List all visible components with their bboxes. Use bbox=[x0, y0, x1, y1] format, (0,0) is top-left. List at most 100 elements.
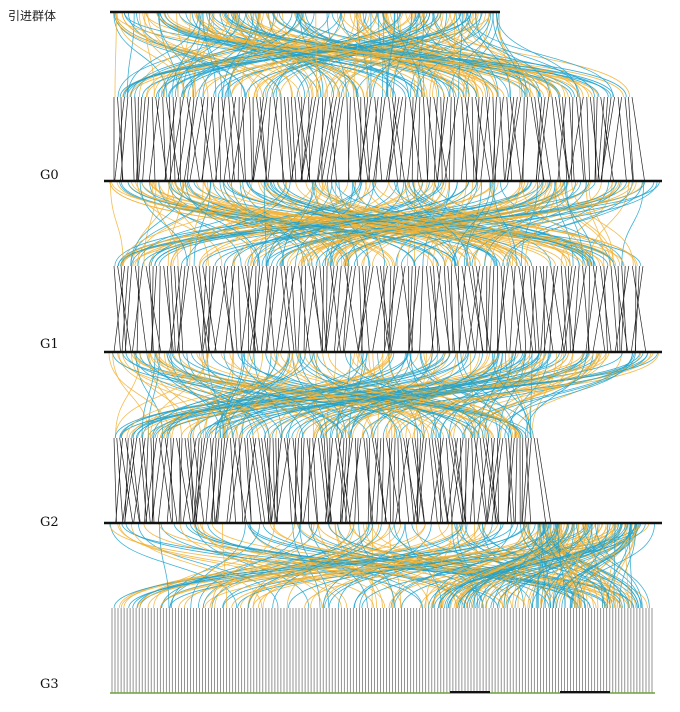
drop-line bbox=[252, 96, 264, 182]
connection-curve bbox=[136, 11, 232, 98]
drop-line bbox=[572, 265, 580, 353]
founder-label: 引进群体 bbox=[8, 9, 56, 23]
connection-curve bbox=[230, 180, 305, 267]
drop-line bbox=[407, 96, 417, 182]
connection-curve bbox=[421, 11, 538, 98]
drop-line bbox=[521, 265, 527, 353]
connection-curve bbox=[457, 522, 636, 609]
connection-curve bbox=[524, 351, 587, 439]
connection-curve bbox=[276, 180, 617, 267]
drop-line bbox=[444, 96, 459, 182]
connection-curve bbox=[486, 351, 584, 439]
drop-line bbox=[327, 437, 342, 524]
drop-line bbox=[229, 437, 243, 524]
drop-line bbox=[323, 437, 329, 524]
drop-line bbox=[399, 96, 407, 182]
drop-line bbox=[376, 265, 390, 353]
drop-line bbox=[207, 265, 211, 353]
drop-line bbox=[522, 96, 525, 182]
drop-line bbox=[411, 265, 417, 353]
connection-curve bbox=[628, 522, 633, 609]
connection-curve bbox=[202, 11, 260, 98]
drop-line bbox=[491, 437, 504, 524]
drop-line bbox=[500, 265, 508, 353]
connection-curve bbox=[303, 180, 529, 267]
drop-line bbox=[469, 437, 478, 524]
drop-line bbox=[434, 437, 449, 524]
drop-line bbox=[379, 265, 391, 353]
generation-label-g1: G1 bbox=[40, 337, 59, 352]
connection-curve bbox=[197, 351, 641, 439]
drop-line bbox=[207, 265, 214, 353]
drop-line bbox=[461, 96, 468, 182]
connection-curve bbox=[484, 351, 513, 439]
connection-curve bbox=[413, 180, 658, 267]
drop-line bbox=[290, 96, 297, 182]
drop-line bbox=[535, 96, 546, 182]
connection-curve bbox=[462, 11, 490, 98]
connection-curve bbox=[548, 522, 615, 609]
connection-curve bbox=[263, 180, 267, 267]
connection-curve bbox=[151, 180, 179, 267]
band-g0-to-g1 bbox=[109, 180, 660, 353]
connection-curve bbox=[341, 11, 560, 98]
connection-curve bbox=[176, 11, 196, 98]
drop-line bbox=[249, 265, 264, 353]
drop-line bbox=[113, 437, 117, 524]
drop-line bbox=[275, 437, 291, 524]
drop-line bbox=[205, 437, 214, 524]
connection-curve bbox=[204, 351, 234, 439]
drop-line bbox=[447, 265, 456, 353]
drop-line bbox=[409, 96, 422, 182]
drop-line bbox=[202, 96, 209, 182]
drop-line bbox=[387, 96, 403, 182]
connection-curves bbox=[108, 522, 655, 609]
drop-line bbox=[272, 437, 276, 524]
connection-curve bbox=[371, 11, 579, 98]
connection-curve bbox=[141, 180, 551, 267]
connection-curve bbox=[173, 180, 556, 267]
drop-line bbox=[372, 265, 388, 353]
connection-curve bbox=[222, 522, 228, 609]
connection-curve bbox=[457, 522, 588, 609]
connection-curve bbox=[159, 522, 170, 609]
drop-line bbox=[558, 96, 570, 182]
connection-curve bbox=[370, 351, 484, 439]
connection-curve bbox=[231, 522, 618, 609]
connection-curve bbox=[155, 351, 234, 439]
connection-curve bbox=[214, 522, 315, 609]
connection-curve bbox=[166, 351, 531, 439]
connection-curve bbox=[218, 11, 553, 98]
connection-curve bbox=[413, 180, 469, 267]
connection-curve bbox=[512, 522, 542, 609]
connection-curve bbox=[472, 351, 636, 439]
drop-line bbox=[322, 265, 324, 353]
drop-line bbox=[321, 96, 323, 182]
drop-line bbox=[135, 96, 143, 182]
connection-curve bbox=[126, 351, 294, 439]
drop-line bbox=[529, 265, 537, 353]
drop-line bbox=[543, 265, 559, 353]
drop-line bbox=[463, 437, 470, 524]
connection-curve bbox=[466, 11, 551, 98]
connection-curve bbox=[310, 522, 368, 609]
drop-line bbox=[363, 437, 374, 524]
connection-curve bbox=[410, 11, 447, 98]
drop-line bbox=[291, 265, 297, 353]
drop-line bbox=[550, 265, 565, 353]
drop-line bbox=[321, 96, 337, 182]
drop-line bbox=[243, 437, 257, 524]
connection-curve bbox=[198, 11, 365, 98]
connection-curve bbox=[462, 522, 641, 609]
drop-line bbox=[336, 265, 353, 353]
connection-curve bbox=[503, 522, 540, 609]
drop-line bbox=[148, 96, 160, 182]
drop-line bbox=[169, 96, 172, 182]
connection-curve bbox=[358, 522, 395, 609]
connection-curve bbox=[624, 522, 629, 609]
generation-bars bbox=[104, 10, 662, 694]
connection-curve bbox=[266, 11, 420, 98]
drop-line bbox=[475, 96, 491, 182]
connection-curve bbox=[275, 351, 355, 439]
drop-line bbox=[506, 96, 522, 182]
